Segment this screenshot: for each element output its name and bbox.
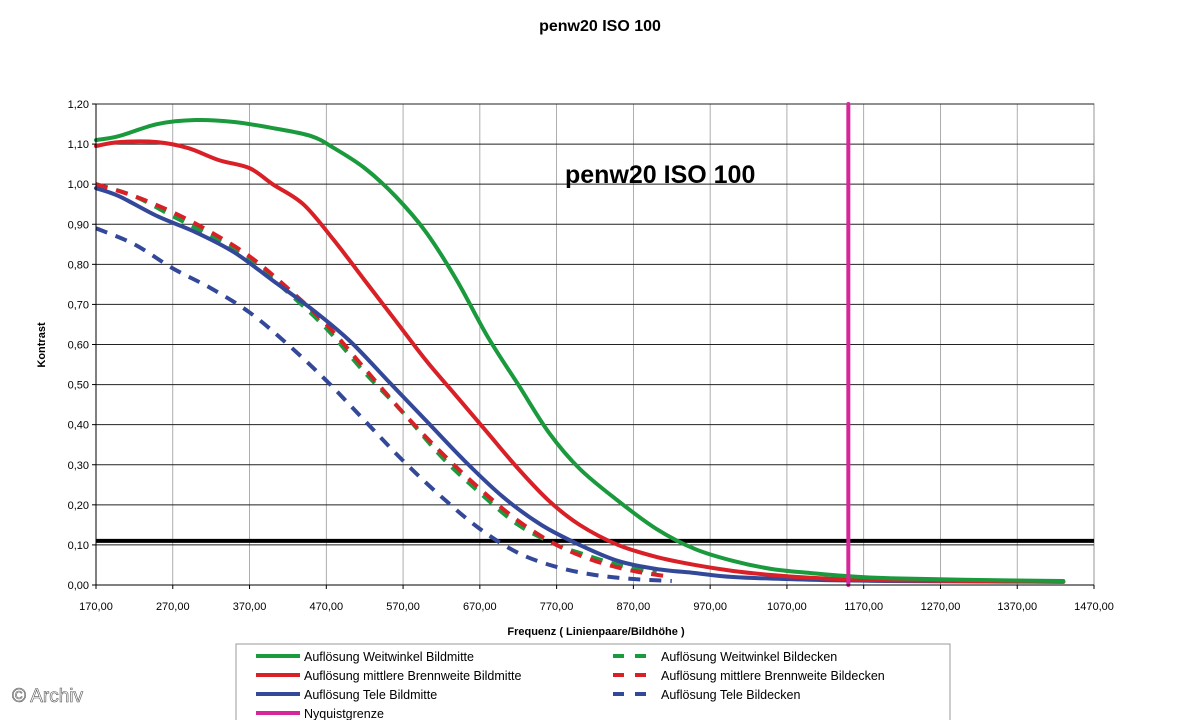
y-tick-label: 0,80 xyxy=(68,259,89,271)
series-line-aufl-sung-weitwinkel-bildmitte xyxy=(94,117,1066,583)
x-tick-label: 570,00 xyxy=(386,601,420,613)
x-tick-label: 370,00 xyxy=(233,601,267,613)
x-tick-label: 870,00 xyxy=(617,601,651,613)
series-line-aufl-sung-tele-bildmitte xyxy=(94,186,1066,584)
legend-label: Auflösung Tele Bildmitte xyxy=(304,688,437,702)
y-axis-label: Kontrast xyxy=(36,322,48,368)
x-tick-label: 970,00 xyxy=(693,601,727,613)
x-tick-label: 1270,00 xyxy=(921,601,961,613)
y-tick-label: 1,00 xyxy=(68,179,89,191)
series-line-aufl-sung-mittlere-brennweite-bildmitte xyxy=(94,139,1066,584)
x-tick-label: 1170,00 xyxy=(844,601,883,613)
y-tick-label: 0,50 xyxy=(68,380,89,392)
x-tick-label: 1070,00 xyxy=(767,601,807,613)
y-tick-label: 0,20 xyxy=(68,500,89,512)
legend-label: Auflösung mittlere Brennweite Bildecken xyxy=(661,669,885,683)
chart-title: penw20 ISO 100 xyxy=(539,18,661,35)
grid xyxy=(95,103,1095,586)
watermark: © Archiv xyxy=(12,686,84,707)
x-tick-label: 670,00 xyxy=(463,601,497,613)
x-tick-label: 770,00 xyxy=(540,601,574,613)
legend-label: Auflösung Tele Bildecken xyxy=(661,688,800,702)
legend-label: Auflösung Weitwinkel Bildecken xyxy=(661,650,837,664)
series-line-aufl-sung-tele-bildecken xyxy=(95,226,672,583)
x-tick-label: 170,00 xyxy=(79,601,113,613)
y-tick-label: 0,70 xyxy=(68,299,89,311)
y-tick-label: 1,20 xyxy=(68,99,89,111)
axes: 170,00 270,00 370,00 470,00 570,00 670,00 770,… xyxy=(68,99,1114,613)
y-tick-label: 0,30 xyxy=(68,460,89,472)
legend: Auflösung Weitwinkel Bildmitte Auflösung … xyxy=(235,643,951,720)
legend-label: Nyquistgrenze xyxy=(304,707,384,720)
legend-label: Auflösung Weitwinkel Bildmitte xyxy=(304,650,474,664)
y-tick-label: 0,40 xyxy=(68,420,89,432)
x-tick-label: 1370,00 xyxy=(997,601,1037,613)
legend-box xyxy=(235,643,951,720)
y-tick-label: 0,00 xyxy=(68,580,89,592)
plot-inner-title: penw20 ISO 100 xyxy=(565,161,755,189)
y-tick-label: 0,90 xyxy=(68,219,89,231)
legend-label: Auflösung mittlere Brennweite Bildmitte xyxy=(304,669,522,683)
series-line-aufl-sung-weitwinkel-bildecken xyxy=(95,182,657,575)
series-lines xyxy=(94,102,1094,587)
y-tick-label: 0,10 xyxy=(68,540,89,552)
x-axis-label: Frequenz ( Linienpaare/Bildhöhe ) xyxy=(507,626,685,638)
x-tick-label: 270,00 xyxy=(156,601,190,613)
y-tick-label: 1,10 xyxy=(68,139,89,151)
series-line-aufl-sung-mittlere-brennweite-bildecken xyxy=(95,182,673,579)
x-tick-label: 1470,00 xyxy=(1074,601,1114,613)
y-tick-label: 0,60 xyxy=(68,340,89,352)
x-tick-label: 470,00 xyxy=(309,601,343,613)
